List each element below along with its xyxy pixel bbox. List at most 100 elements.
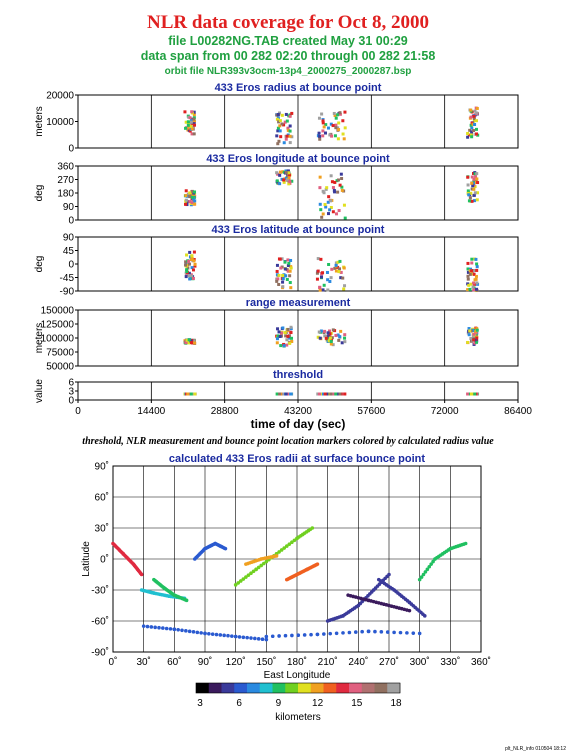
data-point <box>334 263 338 267</box>
data-point <box>275 337 279 341</box>
data-point <box>470 261 474 265</box>
data-point <box>472 193 476 197</box>
data-point <box>193 264 197 268</box>
data-point <box>193 190 197 194</box>
map-x-tick-label: 0˚ <box>109 656 118 668</box>
data-point <box>184 275 188 279</box>
map-track-point <box>203 631 207 636</box>
map-track-point <box>417 631 422 636</box>
data-point <box>184 120 188 124</box>
panel-title: threshold <box>273 369 323 381</box>
data-point <box>190 127 194 131</box>
data-point <box>275 117 279 121</box>
data-point <box>337 128 341 132</box>
data-point <box>281 280 285 284</box>
data-point <box>474 332 478 336</box>
map-track-point <box>264 637 269 642</box>
data-point <box>335 212 339 216</box>
data-point <box>336 190 340 194</box>
data-point <box>187 259 191 263</box>
data-point <box>338 267 342 271</box>
data-point <box>275 341 279 345</box>
data-point <box>280 257 284 261</box>
data-point <box>277 273 281 277</box>
data-point <box>190 254 194 258</box>
data-point <box>281 277 285 281</box>
data-point <box>189 120 193 124</box>
map-x-tick-label: 180˚ <box>287 656 307 668</box>
y-tick-label: 180 <box>57 189 74 200</box>
data-point <box>342 266 346 270</box>
colorbar-swatch <box>221 683 235 693</box>
map-x-tick-label: 240˚ <box>348 656 368 668</box>
data-point <box>316 257 320 261</box>
data-point <box>189 392 193 396</box>
map-y-tick-label: 30˚ <box>95 523 109 535</box>
data-point <box>290 339 294 343</box>
data-point <box>278 173 282 177</box>
data-point <box>466 392 470 396</box>
data-point <box>283 260 287 264</box>
colorbar-swatch <box>349 683 363 693</box>
data-point <box>474 277 478 281</box>
map-track-point <box>282 546 287 550</box>
data-point <box>338 112 342 116</box>
data-point <box>474 175 478 179</box>
data-point <box>192 119 196 123</box>
data-point <box>320 112 324 116</box>
data-point <box>191 392 195 396</box>
data-point <box>321 392 325 396</box>
data-point <box>323 334 327 338</box>
data-point <box>279 135 283 139</box>
data-point <box>336 178 340 182</box>
data-point <box>277 139 281 143</box>
data-point <box>284 392 288 396</box>
data-point <box>468 272 472 276</box>
map-track-point <box>270 634 275 639</box>
data-point <box>184 263 188 267</box>
data-point <box>184 189 188 193</box>
map-track-point <box>315 562 320 566</box>
data-point <box>278 124 282 128</box>
data-point <box>190 110 194 114</box>
data-point <box>333 266 337 270</box>
x-tick-label: 0 <box>75 406 81 417</box>
data-point <box>469 108 473 112</box>
data-point <box>187 126 191 130</box>
data-point <box>334 261 338 265</box>
data-point <box>321 129 325 133</box>
data-point <box>341 276 345 280</box>
x-tick-label: 72000 <box>431 406 459 417</box>
data-point <box>330 336 334 340</box>
data-point <box>325 186 329 190</box>
map-x-tick-label: 30˚ <box>136 656 150 668</box>
data-point <box>466 189 470 193</box>
data-point <box>188 116 192 120</box>
data-point <box>184 198 188 202</box>
data-point <box>475 262 479 266</box>
map-track-point <box>187 629 192 634</box>
data-point <box>472 179 476 183</box>
data-point <box>326 288 330 292</box>
data-point <box>337 270 341 274</box>
x-tick-label: 28800 <box>211 406 239 417</box>
data-point <box>192 250 196 254</box>
data-point <box>327 334 331 338</box>
data-point <box>466 331 470 335</box>
data-point <box>281 273 285 277</box>
data-point <box>475 327 479 331</box>
colorbar-tick-label: 6 <box>236 698 242 709</box>
data-point <box>282 123 286 127</box>
data-point <box>321 121 325 125</box>
map-x-tick-label: 90˚ <box>198 656 212 668</box>
data-point <box>466 340 470 344</box>
data-point <box>275 273 279 277</box>
data-point <box>328 133 332 137</box>
data-point <box>470 199 474 203</box>
colorbar-tick-label: 12 <box>312 698 324 709</box>
data-point <box>469 337 473 341</box>
data-point <box>472 129 476 133</box>
data-point <box>475 265 479 269</box>
data-point <box>192 259 196 263</box>
data-point <box>280 122 284 126</box>
